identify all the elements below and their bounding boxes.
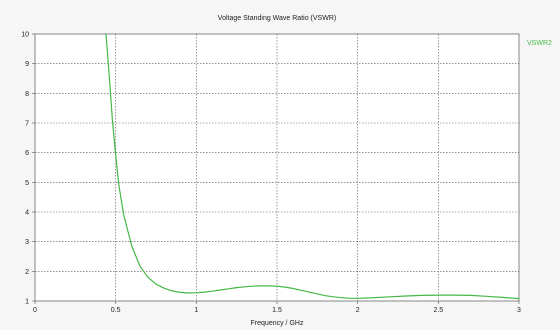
y-tick-label: 9 [25, 61, 29, 68]
y-tick-labels: 1 2 3 4 5 6 7 8 9 10 [21, 32, 29, 306]
x-tick-label: 3 [517, 307, 521, 314]
y-tick-label: 5 [25, 180, 29, 187]
x-tick-label: 2 [356, 307, 360, 314]
x-tick-label: 2.5 [433, 307, 443, 314]
x-axis-label: Frequency / GHz [251, 320, 304, 327]
y-tick-label: 8 [25, 91, 29, 98]
grid-layer [32, 33, 520, 304]
y-tick-label: 3 [25, 239, 29, 246]
y-tick-label: 10 [21, 32, 29, 39]
y-tick-label: 7 [25, 121, 29, 128]
x-tick-labels: 0 0.5 1 1.5 2 2.5 3 [33, 307, 521, 314]
x-tick-label: 1.5 [272, 307, 282, 314]
x-tick-label: 1 [194, 307, 198, 314]
series-layer [105, 33, 520, 300]
x-tick-label: 0.5 [111, 307, 121, 314]
series-line-vswr2 [105, 33, 520, 300]
x-tick-label: 0 [33, 307, 37, 314]
legend-label-vswr2: VSWR2 [527, 40, 552, 47]
y-tick-label: 6 [25, 150, 29, 157]
y-tick-label: 1 [25, 299, 29, 306]
y-tick-label: 2 [25, 269, 29, 276]
chart-title: Voltage Standing Wave Ratio (VSWR) [218, 15, 336, 22]
y-tick-label: 4 [25, 210, 29, 217]
